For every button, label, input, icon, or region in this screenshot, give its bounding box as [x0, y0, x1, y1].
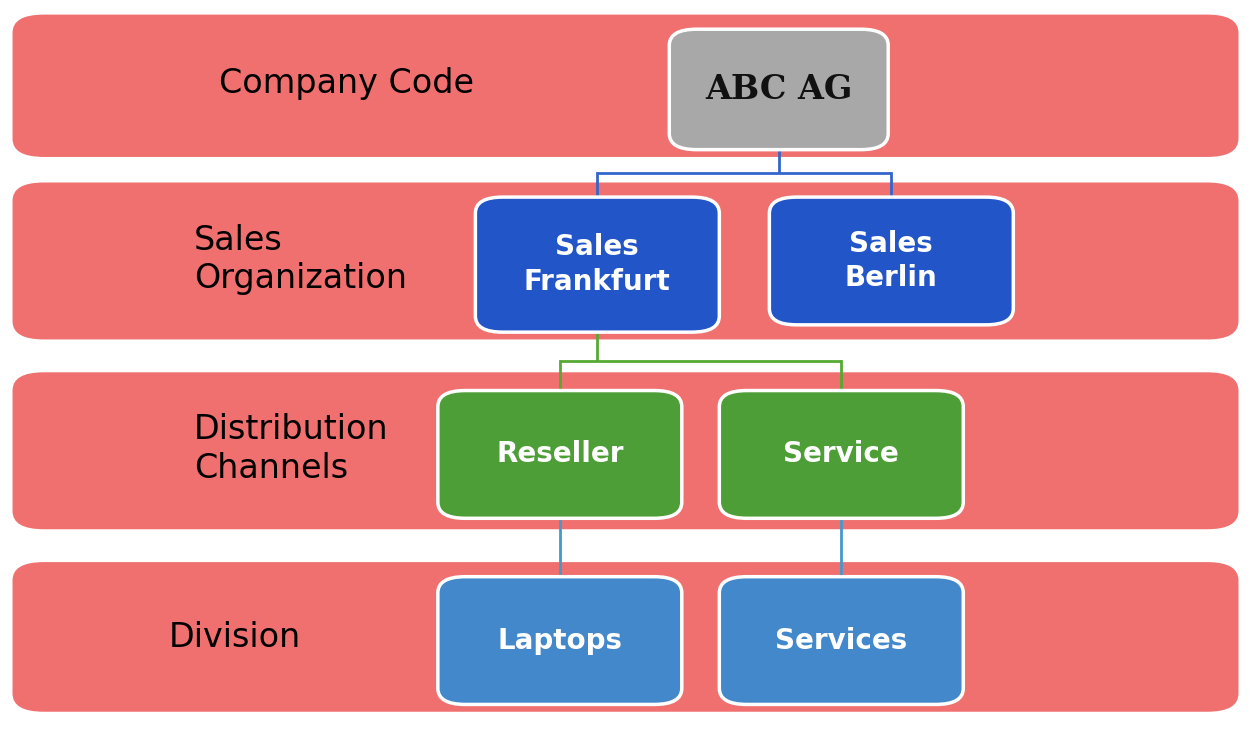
FancyBboxPatch shape [438, 577, 682, 704]
Text: Distribution
Channels: Distribution Channels [194, 413, 389, 485]
Text: Service: Service [783, 440, 899, 469]
Text: ABC AG: ABC AG [706, 73, 852, 106]
FancyBboxPatch shape [13, 15, 1238, 157]
Text: Laptops: Laptops [498, 626, 622, 655]
Text: Reseller: Reseller [497, 440, 623, 469]
FancyBboxPatch shape [13, 372, 1238, 529]
Text: Sales
Berlin: Sales Berlin [844, 230, 938, 292]
Text: Division: Division [169, 620, 301, 654]
FancyBboxPatch shape [669, 29, 888, 150]
FancyBboxPatch shape [13, 182, 1238, 339]
Text: Company Code: Company Code [219, 67, 474, 101]
FancyBboxPatch shape [769, 197, 1013, 325]
FancyBboxPatch shape [719, 577, 963, 704]
FancyBboxPatch shape [475, 197, 719, 332]
FancyBboxPatch shape [13, 562, 1238, 712]
Text: Sales
Organization: Sales Organization [194, 223, 407, 295]
FancyBboxPatch shape [719, 391, 963, 518]
FancyBboxPatch shape [438, 391, 682, 518]
Text: Services: Services [776, 626, 907, 655]
Text: Sales
Frankfurt: Sales Frankfurt [524, 234, 671, 296]
